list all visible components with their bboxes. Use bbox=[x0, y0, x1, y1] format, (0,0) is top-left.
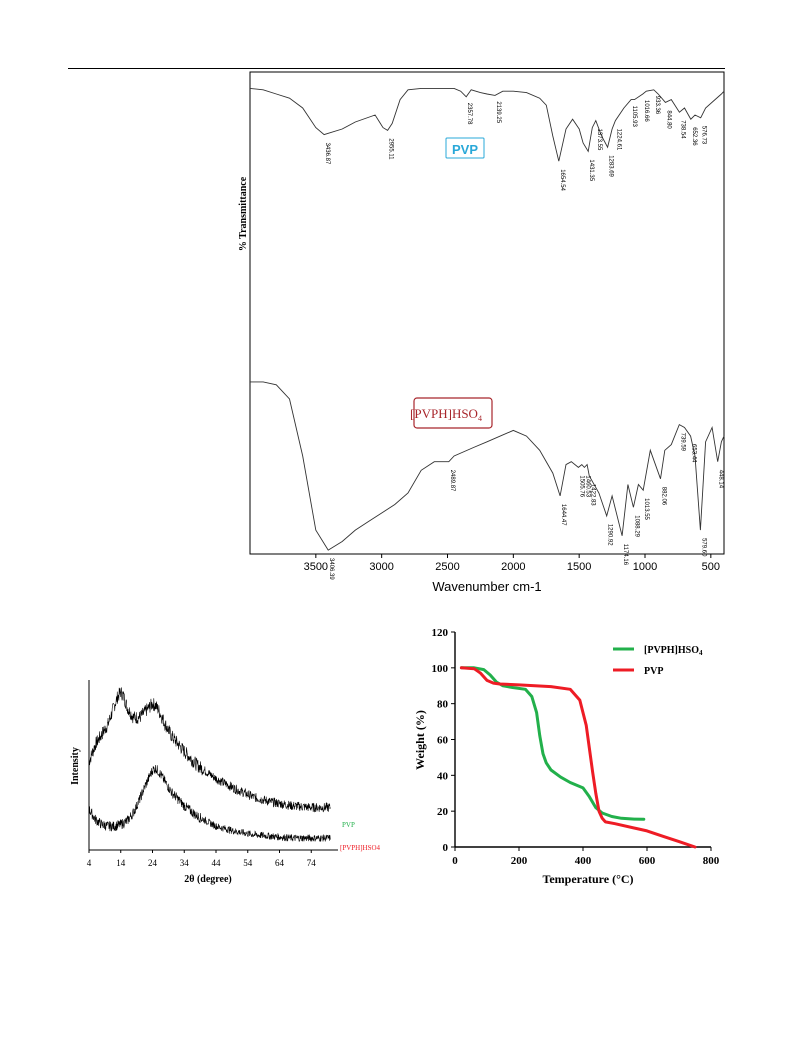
ftir-peak-label: 1088.29 bbox=[633, 515, 639, 537]
ftir-series-pvp bbox=[249, 87, 725, 162]
xrd-legend-pvp: PVP bbox=[342, 821, 355, 829]
ftir-peak-label: 1016.66 bbox=[643, 100, 649, 122]
ftir-peak-label: 1105.93 bbox=[631, 106, 637, 128]
xrd-x-ticks: 4 14 24 34 44 54 64 74 bbox=[87, 850, 317, 868]
tga-legend-hso4: [PVPH]HSO4 bbox=[644, 645, 703, 657]
ftir-peak-label: 1224.61 bbox=[615, 129, 621, 151]
ftir-peak-label: 1174.16 bbox=[622, 544, 628, 566]
tga-x-tick-label: 200 bbox=[511, 855, 528, 867]
tga-y-tick-label: 40 bbox=[437, 770, 449, 782]
ftir-x-tick-label: 1500 bbox=[567, 561, 591, 573]
xrd-series-group bbox=[88, 687, 331, 842]
xrd-series-pvp bbox=[88, 687, 331, 813]
xrd-x-tick-label: 74 bbox=[307, 858, 317, 868]
ftir-peak-label: 579.60 bbox=[700, 538, 706, 557]
ftir-x-tick-label: 3500 bbox=[304, 561, 328, 573]
ftir-peak-label: 448.14 bbox=[718, 470, 724, 489]
xrd-legend-hso4: [PVPH]HSO4 bbox=[340, 844, 381, 852]
ftir-pvp-label: PVP bbox=[452, 142, 478, 157]
ftir-peak-label: 1283.69 bbox=[608, 155, 614, 177]
ftir-y-axis-label: % Transmittance bbox=[238, 176, 249, 251]
ftir-pvp-box: PVP bbox=[445, 137, 485, 159]
xrd-x-tick-label: 64 bbox=[275, 858, 285, 868]
ftir-x-axis-label: Wavenumber cm-1 bbox=[432, 579, 541, 594]
xrd-series-hso4 bbox=[88, 765, 331, 842]
tga-x-tick-label: 400 bbox=[575, 855, 592, 867]
tga-y-tick-label: 0 bbox=[443, 842, 449, 854]
tga-x-axis-label: Temperature (°C) bbox=[542, 872, 633, 886]
ftir-peak-label: 2139.25 bbox=[495, 101, 501, 123]
ftir-series-hso4 bbox=[250, 381, 725, 551]
ftir-peak-label: 2489.87 bbox=[449, 470, 455, 492]
ftir-peak-label: 2955.11 bbox=[388, 138, 394, 160]
ftir-peak-label: 3436.87 bbox=[324, 143, 330, 165]
tga-series-pvp bbox=[459, 666, 697, 849]
ftir-peak-labels: 3436.87 2955.11 2357.78 2139.25 1654.54 1431.… bbox=[324, 96, 724, 581]
tga-legend-pvp: PVP bbox=[644, 666, 663, 677]
xrd-y-axis-label: Intensity bbox=[70, 747, 81, 785]
ftir-peak-label: 1013.55 bbox=[643, 498, 649, 520]
ftir-peak-label: 738.54 bbox=[679, 120, 685, 139]
page-header-rule bbox=[68, 68, 725, 69]
ftir-x-tick-label: 2500 bbox=[435, 561, 459, 573]
ftir-peak-label: 1290.92 bbox=[607, 524, 613, 546]
tga-y-tick-label: 120 bbox=[432, 627, 449, 639]
tga-y-tick-label: 80 bbox=[437, 699, 449, 711]
ftir-peak-label: 1431.35 bbox=[588, 159, 594, 181]
tga-y-tick-label: 20 bbox=[437, 806, 449, 818]
ftir-peak-label: 653.44 bbox=[691, 444, 697, 463]
xrd-x-tick-label: 44 bbox=[212, 858, 222, 868]
ftir-x-ticks: 3500 3000 2500 2000 1500 1000 500 bbox=[304, 554, 720, 573]
xrd-x-tick-label: 14 bbox=[116, 858, 126, 868]
ftir-peak-label: 933.36 bbox=[654, 96, 660, 115]
tga-y-tick-label: 60 bbox=[437, 735, 449, 747]
ftir-hso4-box: [PVPH]HSO4 bbox=[410, 397, 493, 429]
ftir-peak-label: 882.06 bbox=[661, 487, 667, 506]
ftir-x-tick-label: 3000 bbox=[369, 561, 393, 573]
tga-x-tick-label: 600 bbox=[639, 855, 656, 867]
ftir-peak-label: 1460.53 bbox=[584, 475, 590, 497]
ftir-chart: 3436.87 2955.11 2357.78 2139.25 1654.54 1431.… bbox=[238, 71, 725, 594]
ftir-x-tick-label: 500 bbox=[702, 561, 720, 573]
xrd-x-tick-label: 24 bbox=[148, 858, 158, 868]
ftir-peak-label: 576.73 bbox=[701, 126, 707, 145]
ftir-plot-frame bbox=[249, 71, 725, 555]
ftir-peak-label: 2357.78 bbox=[466, 103, 472, 125]
xrd-x-tick-label: 4 bbox=[87, 858, 92, 868]
ftir-peak-label: 739.59 bbox=[679, 433, 685, 452]
ftir-series-group bbox=[249, 87, 725, 551]
ftir-peak-label: 1373.55 bbox=[596, 129, 602, 151]
tga-x-tick-label: 800 bbox=[703, 855, 720, 867]
ftir-x-tick-label: 2000 bbox=[501, 561, 525, 573]
ftir-x-tick-label: 1000 bbox=[633, 561, 657, 573]
tga-series-hso4 bbox=[459, 666, 646, 821]
tga-series-group bbox=[459, 666, 697, 849]
tga-x-tick-label: 0 bbox=[452, 855, 458, 867]
ftir-peak-label: 1654.54 bbox=[559, 169, 565, 191]
ftir-hso4-label: [PVPH]HSO4 bbox=[410, 406, 482, 423]
xrd-chart: 4 14 24 34 44 54 64 74 Intensity 2θ (degree) PV… bbox=[70, 680, 381, 885]
xrd-x-tick-label: 54 bbox=[243, 858, 253, 868]
ftir-peak-label: 844.80 bbox=[665, 110, 671, 129]
ftir-peak-label: 1505.76 bbox=[578, 475, 584, 497]
tga-axis-ticks: 0 20 40 60 80 100 120 0 200 400 600 800 bbox=[432, 627, 720, 867]
ftir-peak-label: 1422.83 bbox=[589, 484, 595, 506]
xrd-x-axis-label: 2θ (degree) bbox=[184, 874, 232, 885]
ftir-peak-label: 652.36 bbox=[691, 127, 697, 146]
tga-legend: [PVPH]HSO4 PVP bbox=[613, 645, 703, 677]
ftir-peak-label: 3406.39 bbox=[328, 558, 334, 580]
tga-y-axis-label: Weight (%) bbox=[413, 710, 427, 770]
xrd-x-tick-label: 34 bbox=[180, 858, 190, 868]
ftir-peak-label: 1644.47 bbox=[560, 504, 566, 526]
tga-y-tick-label: 100 bbox=[432, 663, 449, 675]
